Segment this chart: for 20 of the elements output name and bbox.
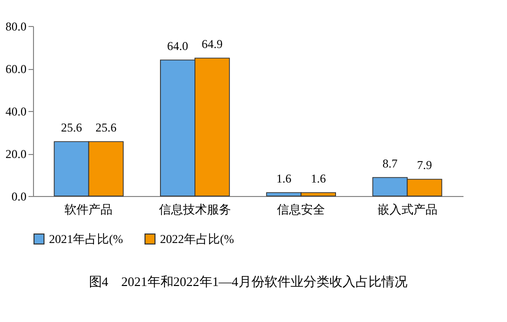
y-tick-label: 20.0 <box>6 147 26 161</box>
data-label: 1.6 <box>276 172 292 186</box>
y-tick-label: 0.0 <box>12 190 26 204</box>
data-label: 64.9 <box>202 37 223 52</box>
data-label: 25.6 <box>95 120 116 135</box>
y-tick-label: 60.0 <box>6 62 26 76</box>
x-tick-label: 软件产品 <box>64 202 113 216</box>
data-label: 8.7 <box>382 156 398 171</box>
y-tick-label: 40.0 <box>6 104 26 118</box>
data-label: 1.6 <box>310 172 326 186</box>
x-tick-label: 嵌入式产品 <box>377 202 438 216</box>
data-label: 64.0 <box>167 39 188 53</box>
x-tick-label: 信息安全 <box>277 202 326 216</box>
data-label: 7.9 <box>417 158 432 172</box>
x-tick-label: 信息技术服务 <box>158 202 231 216</box>
data-label: 25.6 <box>60 120 82 135</box>
legend-label: 2022年占比(% <box>160 232 234 246</box>
y-tick-label: 80.0 <box>6 20 26 34</box>
text: 图4 2021年和2022年1—4月份软件业分类收入占比情况 <box>88 274 408 289</box>
legend-label: 2021年占比(% <box>49 232 123 246</box>
